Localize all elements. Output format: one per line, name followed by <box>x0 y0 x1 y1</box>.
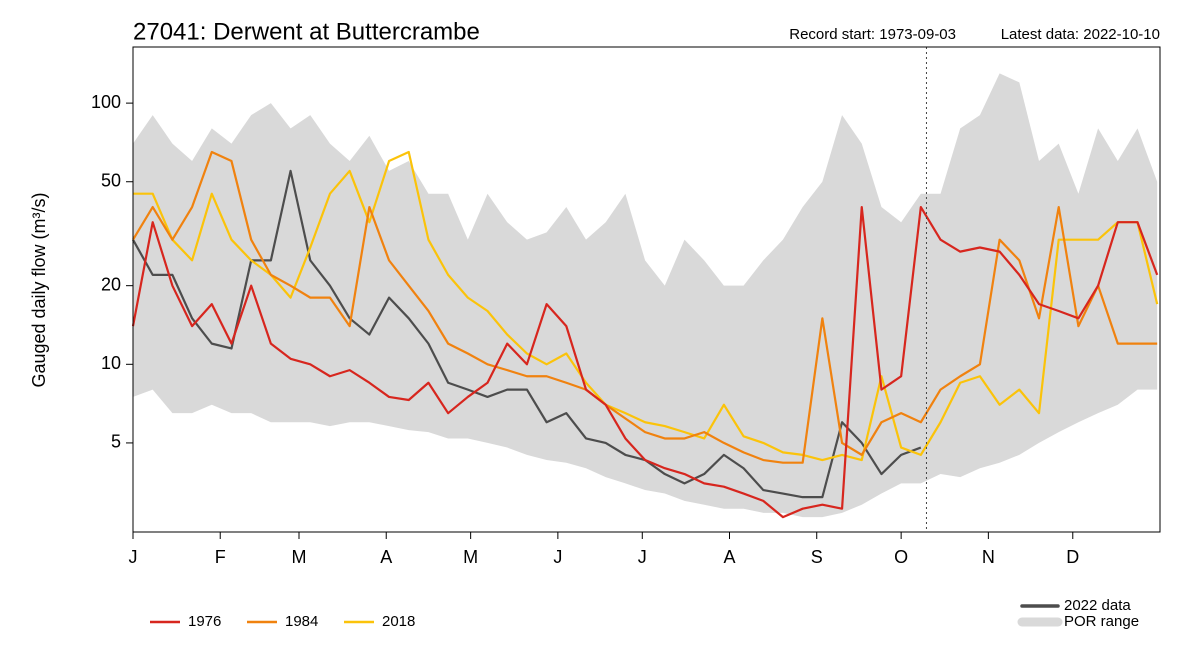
plot-frame <box>132 46 1161 533</box>
por-range-band <box>133 73 1158 518</box>
x-tick-label: M <box>463 547 478 567</box>
x-tick-label: A <box>723 547 735 567</box>
y-tick-label: 20 <box>101 274 121 294</box>
y-tick-label: 10 <box>101 353 121 373</box>
legend-label: 1976 <box>188 613 221 630</box>
x-tick-label: J <box>129 547 138 567</box>
x-tick-label: J <box>553 547 562 567</box>
legend-label: 1984 <box>285 613 318 630</box>
flow-line <box>132 150 1158 464</box>
flow-line <box>132 169 922 499</box>
chart-title: 27041: Derwent at Buttercrambe <box>133 18 480 45</box>
latest-data: Latest data: 2022-10-10 <box>1001 26 1160 43</box>
x-tick-label: S <box>811 547 823 567</box>
legend-label: 2018 <box>382 613 415 630</box>
y-tick-label: 5 <box>111 432 121 452</box>
x-tick-label: M <box>292 547 307 567</box>
legend-label: POR range <box>1064 613 1139 630</box>
x-tick-label: F <box>215 547 226 567</box>
y-tick-label: 50 <box>101 170 121 190</box>
x-tick-label: O <box>894 547 908 567</box>
record-start: Record start: 1973-09-03 <box>789 26 956 43</box>
x-tick-label: J <box>638 547 647 567</box>
x-tick-label: A <box>380 547 392 567</box>
x-tick-label: D <box>1066 547 1079 567</box>
flow-line <box>131 205 1159 519</box>
legend-label: 2022 data <box>1064 597 1131 614</box>
y-axis-label: Gauged daily flow (m³/s) <box>29 192 49 387</box>
flow-line <box>133 150 1159 462</box>
y-tick-label: 100 <box>91 92 121 112</box>
x-tick-label: N <box>982 547 995 567</box>
